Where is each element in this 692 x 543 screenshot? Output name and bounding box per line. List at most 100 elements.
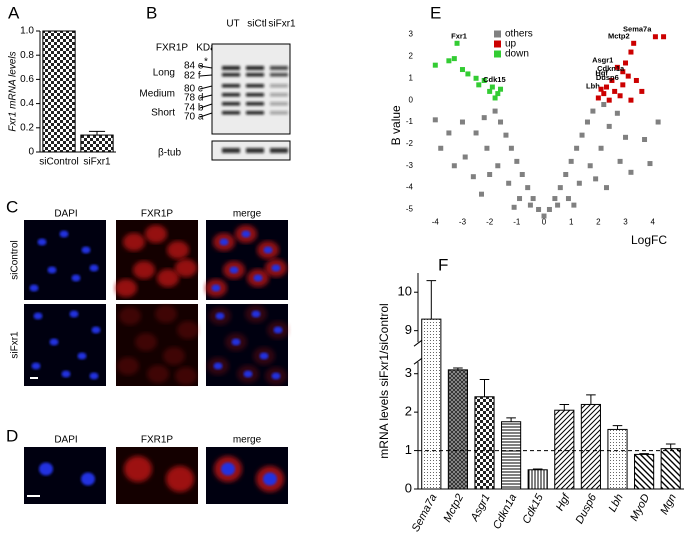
band	[270, 73, 288, 77]
band	[222, 73, 240, 77]
channel-label: FXR1P	[141, 435, 174, 446]
point	[451, 56, 457, 62]
row-label: siControl	[10, 240, 21, 279]
nucleus	[215, 312, 225, 320]
band-label: 84 e	[184, 61, 204, 72]
lane-label: siCtl	[247, 19, 266, 30]
band	[246, 102, 264, 106]
bar	[607, 428, 628, 490]
cells	[207, 305, 289, 385]
bar	[474, 396, 495, 490]
point	[527, 202, 533, 208]
protein-label: FXR1P	[156, 43, 189, 54]
nucleus	[31, 362, 41, 370]
nucleus	[29, 284, 39, 292]
error-bar	[453, 367, 463, 370]
point	[459, 67, 465, 73]
band	[246, 73, 264, 77]
band	[270, 84, 288, 88]
point	[601, 102, 607, 108]
point	[614, 64, 620, 70]
point	[492, 95, 498, 101]
point	[519, 171, 525, 177]
channel-label: FXR1P	[141, 209, 174, 220]
nucleus	[259, 352, 269, 360]
cytoplasm	[163, 347, 185, 365]
x-tick-label: 1	[569, 218, 574, 227]
band	[222, 66, 240, 70]
point	[576, 180, 582, 186]
nucleus	[221, 462, 235, 476]
band	[246, 93, 264, 97]
band	[222, 111, 240, 115]
point	[590, 108, 596, 114]
error-bar	[559, 403, 570, 411]
x-tick-label: 0	[542, 218, 547, 227]
point	[489, 84, 495, 90]
channel-label: merge	[233, 435, 262, 446]
point	[525, 185, 531, 191]
x-tick-label: siControl	[39, 157, 78, 168]
bar	[660, 448, 681, 490]
point	[432, 62, 438, 68]
cytoplasm	[167, 241, 189, 259]
cytoplasm	[117, 357, 139, 375]
nucleus	[271, 264, 281, 272]
point	[481, 77, 487, 83]
bar	[634, 453, 655, 490]
cytoplasm	[175, 367, 197, 385]
point	[661, 34, 667, 40]
error-bar	[586, 394, 596, 405]
channel-label: DAPI	[54, 209, 77, 220]
cytoplasm	[145, 225, 167, 243]
nucleus	[271, 372, 281, 380]
cytoplasm	[155, 305, 177, 323]
x-tick-label: -4	[432, 218, 440, 227]
cells	[124, 456, 194, 492]
band-label: 82 f	[184, 71, 201, 82]
point	[503, 132, 509, 138]
point	[481, 115, 487, 121]
western-blot: UT siCtl siFxr1 FXR1P KDa Long Medium Sh…	[139, 19, 296, 161]
point	[568, 158, 574, 164]
cytoplasm	[147, 365, 169, 383]
y-tick-label: 0	[405, 480, 412, 495]
y-tick-label: 1.0	[20, 26, 34, 37]
point	[579, 132, 585, 138]
blot-bands	[222, 66, 288, 153]
y-axis-label: B value	[389, 105, 403, 145]
point	[620, 69, 626, 75]
bar	[80, 134, 114, 153]
point	[498, 119, 504, 125]
y-tick-label: 0.6	[20, 74, 34, 85]
point	[617, 158, 623, 164]
point	[514, 158, 520, 164]
nucleus	[59, 230, 69, 238]
cytoplasm	[177, 321, 199, 339]
point	[454, 40, 460, 46]
point	[617, 93, 623, 99]
point	[604, 84, 609, 90]
point	[473, 130, 479, 136]
y-axis-label: mRNA levels siFxr1/siControl	[377, 303, 391, 458]
point	[623, 134, 629, 140]
x-tick-label: Mgn	[658, 492, 679, 517]
point	[655, 119, 661, 125]
point	[614, 110, 620, 116]
point	[555, 202, 561, 208]
point	[451, 163, 457, 169]
x-tick-label: Mctp2	[441, 492, 466, 524]
nucleus	[219, 238, 229, 246]
point	[563, 171, 569, 177]
band-label: 80 c	[184, 84, 203, 95]
y-tick-label: 0.2	[20, 122, 34, 133]
cytoplasm	[115, 279, 137, 297]
nucleus	[81, 246, 91, 254]
point	[652, 34, 658, 40]
error-bar	[639, 453, 649, 455]
point	[623, 60, 629, 66]
cytoplasm	[133, 261, 155, 279]
point	[470, 174, 476, 180]
point	[459, 119, 465, 125]
point	[628, 97, 634, 103]
